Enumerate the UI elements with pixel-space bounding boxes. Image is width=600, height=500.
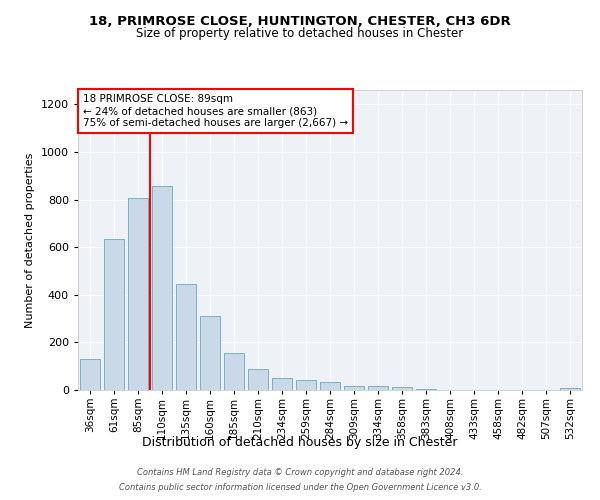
Bar — [416, 389, 436, 390]
Bar — [392, 387, 412, 390]
Text: Contains HM Land Registry data © Crown copyright and database right 2024.: Contains HM Land Registry data © Crown c… — [137, 468, 463, 477]
Bar — [344, 386, 364, 390]
Bar — [128, 198, 148, 390]
Bar — [272, 378, 292, 390]
Bar — [296, 380, 316, 390]
Text: Distribution of detached houses by size in Chester: Distribution of detached houses by size … — [142, 436, 458, 449]
Text: Size of property relative to detached houses in Chester: Size of property relative to detached ho… — [136, 28, 464, 40]
Text: 18, PRIMROSE CLOSE, HUNTINGTON, CHESTER, CH3 6DR: 18, PRIMROSE CLOSE, HUNTINGTON, CHESTER,… — [89, 15, 511, 28]
Bar — [560, 388, 580, 390]
Bar — [224, 353, 244, 390]
Bar — [368, 386, 388, 390]
Text: Contains public sector information licensed under the Open Government Licence v3: Contains public sector information licen… — [119, 483, 481, 492]
Text: 18 PRIMROSE CLOSE: 89sqm
← 24% of detached houses are smaller (863)
75% of semi-: 18 PRIMROSE CLOSE: 89sqm ← 24% of detach… — [83, 94, 348, 128]
Bar — [104, 239, 124, 390]
Bar — [320, 382, 340, 390]
Bar — [152, 186, 172, 390]
Bar — [176, 284, 196, 390]
Y-axis label: Number of detached properties: Number of detached properties — [25, 152, 35, 328]
Bar — [248, 368, 268, 390]
Bar — [200, 316, 220, 390]
Bar — [80, 359, 100, 390]
